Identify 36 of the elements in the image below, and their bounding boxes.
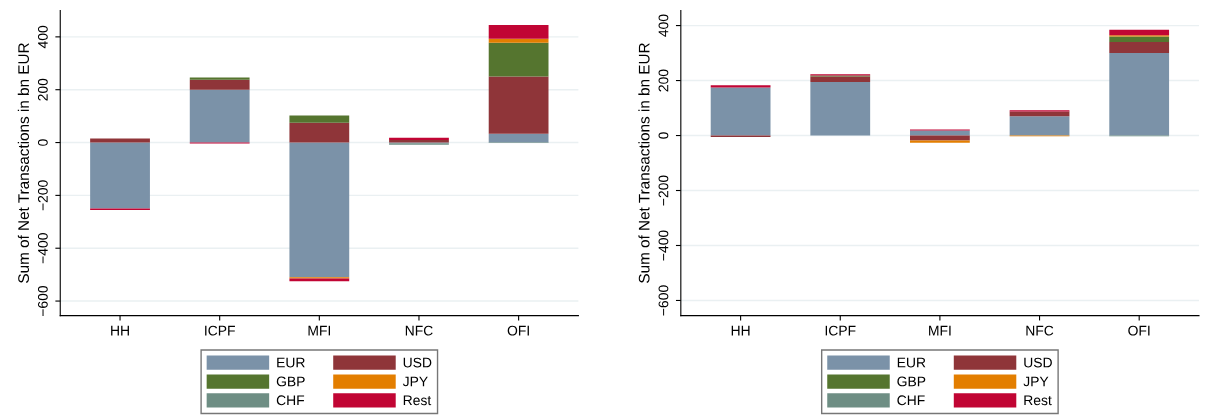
x-tick-label: HH xyxy=(111,325,129,336)
legend-label: GBP xyxy=(897,376,926,387)
y-axis-title: Sum of Net Transactions in bn EUR xyxy=(17,43,30,283)
x-tick-label: MFI xyxy=(929,325,951,336)
legend-label: USD xyxy=(403,357,432,368)
x-tick-label: HH xyxy=(731,325,750,336)
legend-label: JPY xyxy=(402,376,428,387)
legend-label: USD xyxy=(1024,357,1052,368)
legend-label: CHF xyxy=(276,395,305,406)
legend-label: GBP xyxy=(276,376,305,387)
x-tick-label: ICPF xyxy=(825,325,856,336)
y-tick-label: −600 xyxy=(37,285,48,317)
y-tick-label: 400 xyxy=(658,14,669,37)
y-tick-label: −200 xyxy=(37,180,48,211)
y-tick-label: 200 xyxy=(658,69,669,92)
y-tick-label: −600 xyxy=(658,285,669,316)
legend-label: JPY xyxy=(1023,376,1049,387)
x-tick-label: OFI xyxy=(1128,325,1150,336)
legend-label: Rest xyxy=(403,395,432,406)
y-axis-title: Sum of Net Transactions in bn EUR xyxy=(638,43,650,283)
y-tick-label: 0 xyxy=(37,139,48,146)
x-tick-label: ICPF xyxy=(205,325,235,336)
x-tick-label: NFC xyxy=(1026,325,1054,336)
legend-label: CHF xyxy=(897,395,925,406)
legend-label: Rest xyxy=(1024,395,1052,406)
x-tick-label: NFC xyxy=(405,325,433,336)
x-tick-label: OFI xyxy=(507,325,529,336)
x-tick-label: MFI xyxy=(308,325,330,336)
y-tick-label: 0 xyxy=(658,132,669,139)
y-tick-label: −400 xyxy=(37,233,48,264)
y-tick-label: −200 xyxy=(658,175,669,206)
y-tick-label: 200 xyxy=(37,78,48,101)
legend-label: EUR xyxy=(277,357,305,368)
legend-label: EUR xyxy=(897,357,926,368)
y-tick-label: 400 xyxy=(37,25,48,49)
y-tick-label: −400 xyxy=(658,230,669,261)
